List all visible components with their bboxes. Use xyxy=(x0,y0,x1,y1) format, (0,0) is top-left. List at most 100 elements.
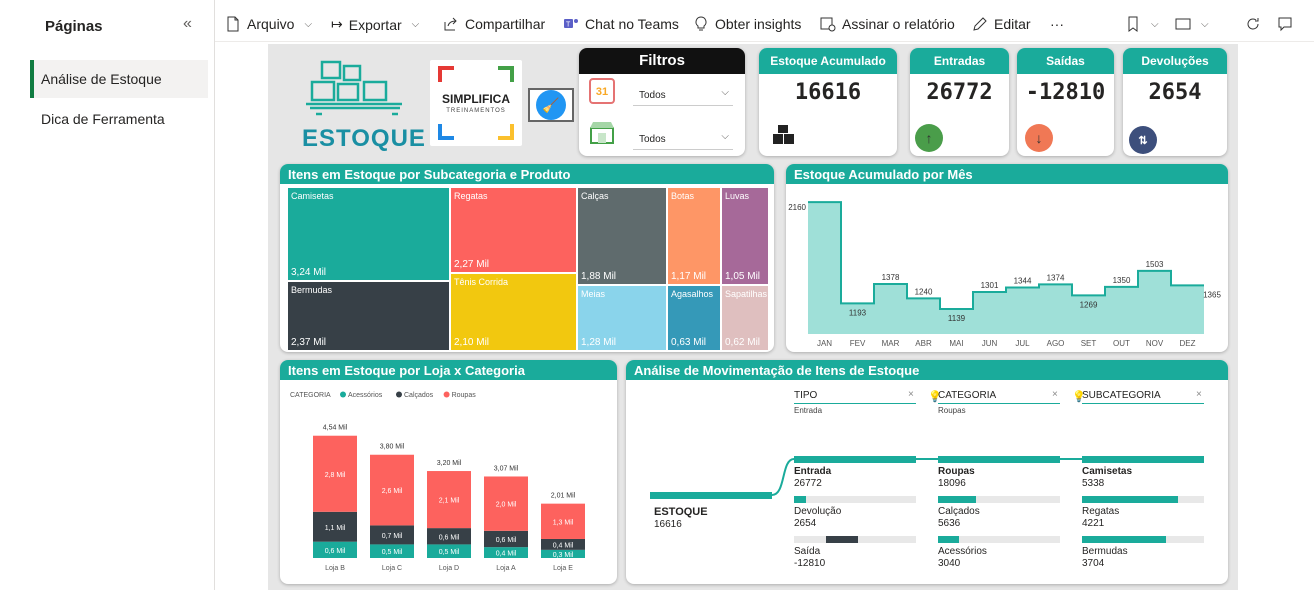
treemap-cell[interactable]: Sapatilhas 0,62 Mil xyxy=(722,286,768,350)
bar-track[interactable] xyxy=(794,496,916,503)
treemap-cell-value: 1,17 Mil xyxy=(671,271,707,282)
segment-label: 2,8 Mil xyxy=(325,472,346,479)
edit-label: Editar xyxy=(994,16,1031,32)
file-menu[interactable]: Arquivo ⌵ xyxy=(225,16,312,32)
bar-segment xyxy=(541,538,585,550)
refresh-button[interactable] xyxy=(1245,16,1261,32)
kpi-entradas-label: Entradas xyxy=(910,48,1009,74)
simplifica-text: SIMPLIFICA xyxy=(442,92,510,106)
root-value: 16616 xyxy=(654,519,682,530)
decomposition-title: Análise de Movimentação de Itens de Esto… xyxy=(626,360,1228,380)
pages-title: Páginas xyxy=(45,18,103,35)
treemap-cell[interactable]: Meias 1,28 Mil xyxy=(578,286,666,350)
subscribe-button[interactable]: Assinar o relatório xyxy=(820,16,955,32)
chevron-down-icon: ⌵ xyxy=(411,19,420,30)
filters-title: Filtros xyxy=(579,48,745,74)
kpi-estoque-card: Estoque Acumulado 16616 xyxy=(759,48,897,156)
data-label: 1269 xyxy=(1080,300,1098,309)
view-button[interactable]: ⌵ xyxy=(1175,16,1209,32)
estoque-logo-text: ESTOQUE xyxy=(302,125,426,152)
bar-segment xyxy=(313,541,357,558)
node-label: Regatas xyxy=(1082,506,1120,517)
subscribe-label: Assinar o relatório xyxy=(842,16,955,32)
teams-chat-button[interactable]: T Chat no Teams xyxy=(563,16,679,32)
bookmark-button[interactable]: ⌵ xyxy=(1125,16,1159,32)
estoque-logo: ESTOQUE xyxy=(302,58,426,152)
share-button[interactable]: Compartilhar xyxy=(443,16,545,32)
treemap-cell[interactable]: Agasalhos 0,63 Mil xyxy=(668,286,720,350)
share-icon xyxy=(444,17,457,31)
close-icon[interactable]: × xyxy=(1052,389,1058,400)
x-tick-label: MAI xyxy=(949,339,963,348)
node-label: Calçados xyxy=(938,506,980,517)
series-line xyxy=(808,201,1204,310)
edit-button[interactable]: Editar xyxy=(972,16,1031,32)
bar-fill xyxy=(1082,496,1178,503)
treemap-cell[interactable]: Camisetas 3,24 Mil xyxy=(288,188,449,280)
decomposition-visual: Análise de Movimentação de Itens de Esto… xyxy=(626,360,1228,584)
clear-filters-button[interactable]: 🧹 xyxy=(528,88,574,122)
monthly-stock-title: Estoque Acumulado por Mês xyxy=(786,164,1228,184)
kpi-estoque-label: Estoque Acumulado xyxy=(759,48,897,74)
root-label: ESTOQUE xyxy=(654,506,708,518)
swap-icon: ⇅ xyxy=(1129,126,1157,154)
store-category-visual: Itens em Estoque por Loja x Categoria CA… xyxy=(280,360,617,584)
connector xyxy=(771,458,795,496)
level-header: CATEGORIA xyxy=(938,390,1060,404)
total-label: 3,80 Mil xyxy=(380,444,405,451)
collapse-pane-icon[interactable]: « xyxy=(183,15,192,32)
close-icon[interactable]: × xyxy=(1196,389,1202,400)
lightbulb-icon xyxy=(695,16,707,31)
node-label: Acessórios xyxy=(938,546,987,557)
treemap-cell-label: Meias xyxy=(581,289,606,299)
pages-pane: Páginas « Análise de Estoque Dica de Fer… xyxy=(0,0,215,590)
kpi-devolucoes-value: 2654 xyxy=(1148,80,1202,105)
treemap-cell[interactable]: Tênis Corrida 2,10 Mil xyxy=(451,274,576,350)
kpi-saidas-card: Saídas -12810 ↓ xyxy=(1017,48,1114,156)
treemap-cell[interactable]: Regatas 2,27 Mil xyxy=(451,188,576,272)
teams-icon: T xyxy=(564,19,578,29)
data-label: 1240 xyxy=(915,287,933,296)
node-value: 18096 xyxy=(938,478,966,489)
export-label: Exportar xyxy=(348,16,402,33)
treemap-cell-label: Luvas xyxy=(725,191,750,201)
treemap-cell[interactable]: Bermudas 2,37 Mil xyxy=(288,282,449,350)
segment-label: 2,6 Mil xyxy=(382,488,403,495)
segment-label: 0,5 Mil xyxy=(382,549,403,556)
treemap-cell[interactable]: Calças 1,88 Mil xyxy=(578,188,666,284)
store-slicer[interactable]: Todos ⌵ xyxy=(633,128,733,150)
data-label: 1503 xyxy=(1146,260,1164,269)
filters-card: Filtros 31 Todos ⌵ Todos ⌵ xyxy=(579,48,745,156)
node-value: 2654 xyxy=(794,518,817,529)
treemap-cell[interactable]: Botas 1,17 Mil xyxy=(668,188,720,284)
date-slicer[interactable]: Todos ⌵ xyxy=(633,84,733,106)
segment-label: 2,1 Mil xyxy=(439,498,460,505)
monthly-stock-visual: Estoque Acumulado por Mês 2160 JAN 1193 FEV… xyxy=(786,164,1228,352)
node-value: 5338 xyxy=(1082,478,1105,489)
legend-marker xyxy=(396,391,402,398)
segment-label: 1,3 Mil xyxy=(553,519,574,526)
bar-segment xyxy=(313,511,357,542)
root-bar[interactable] xyxy=(650,492,772,499)
segment-label: 1,1 Mil xyxy=(325,525,346,532)
segment-label: 2,0 Mil xyxy=(496,502,517,509)
export-menu[interactable]: ↦ Exportar ⌵ xyxy=(331,16,419,33)
bar-track[interactable] xyxy=(938,536,1060,543)
treemap-cell[interactable]: Luvas 1,05 Mil xyxy=(722,188,768,284)
bar-fill xyxy=(938,496,976,503)
bar-fill xyxy=(794,496,806,503)
more-options-button[interactable]: ··· xyxy=(1050,16,1064,32)
x-tick-label: MAR xyxy=(882,339,900,348)
data-label: 1301 xyxy=(981,281,999,290)
legend-label: Roupas xyxy=(452,392,477,399)
node-label: Roupas xyxy=(938,466,975,477)
comment-button[interactable] xyxy=(1277,16,1293,32)
insights-button[interactable]: Obter insights xyxy=(693,16,801,32)
x-tick-label: SET xyxy=(1081,339,1097,348)
page-item-dica[interactable]: Dica de Ferramenta xyxy=(41,111,165,127)
bar-track[interactable] xyxy=(938,496,1060,503)
treemap-title: Itens em Estoque por Subcategoria e Prod… xyxy=(280,164,774,184)
page-item-analise[interactable]: Análise de Estoque xyxy=(30,60,208,98)
level-header: SUBCATEGORIA xyxy=(1082,390,1204,404)
close-icon[interactable]: × xyxy=(908,389,914,400)
